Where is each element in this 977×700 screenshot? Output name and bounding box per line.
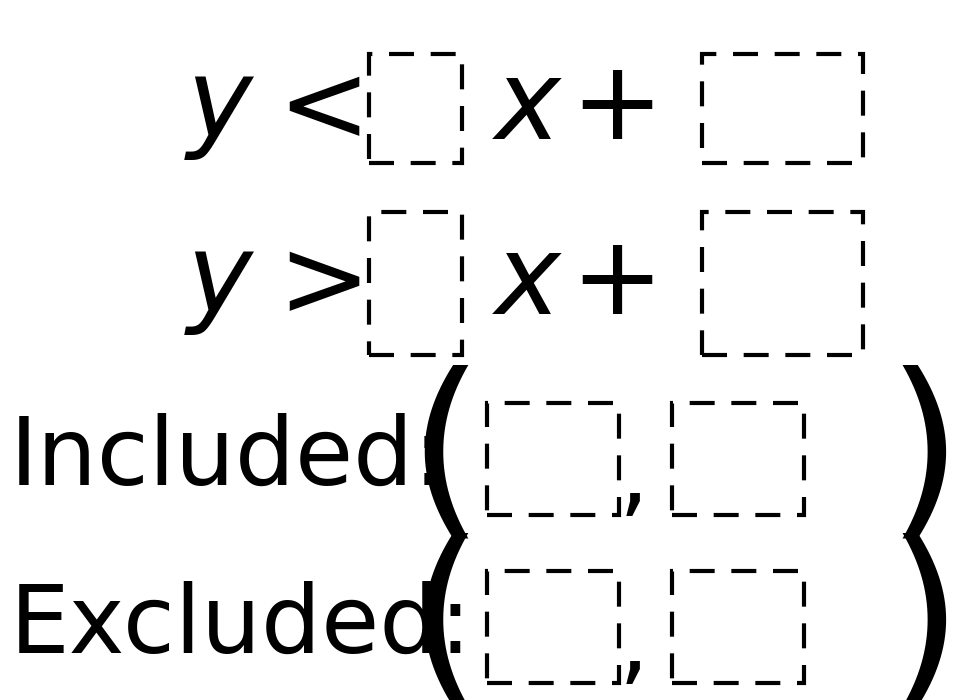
Text: $+$: $+$ xyxy=(569,55,653,162)
Text: $<$: $<$ xyxy=(255,55,361,162)
Text: Included:: Included: xyxy=(10,412,446,505)
Bar xyxy=(486,402,617,514)
Bar xyxy=(701,211,862,356)
Text: $y$: $y$ xyxy=(184,55,256,162)
Text: Excluded:: Excluded: xyxy=(10,580,472,673)
Bar xyxy=(672,402,803,514)
Bar xyxy=(486,570,617,682)
Text: $y$: $y$ xyxy=(184,230,256,337)
Bar xyxy=(701,55,862,163)
Text: ): ) xyxy=(885,365,961,552)
Text: ): ) xyxy=(885,533,961,700)
Bar xyxy=(368,211,462,356)
Text: (: ( xyxy=(406,365,483,552)
Bar xyxy=(368,55,462,163)
Text: $>$: $>$ xyxy=(255,230,361,337)
Text: $+$: $+$ xyxy=(569,230,653,337)
Text: $x$: $x$ xyxy=(491,55,564,162)
Bar xyxy=(672,570,803,682)
Text: $x$: $x$ xyxy=(491,230,564,337)
Text: ,: , xyxy=(618,433,648,526)
Text: ,: , xyxy=(618,601,648,694)
Text: (: ( xyxy=(406,533,483,700)
